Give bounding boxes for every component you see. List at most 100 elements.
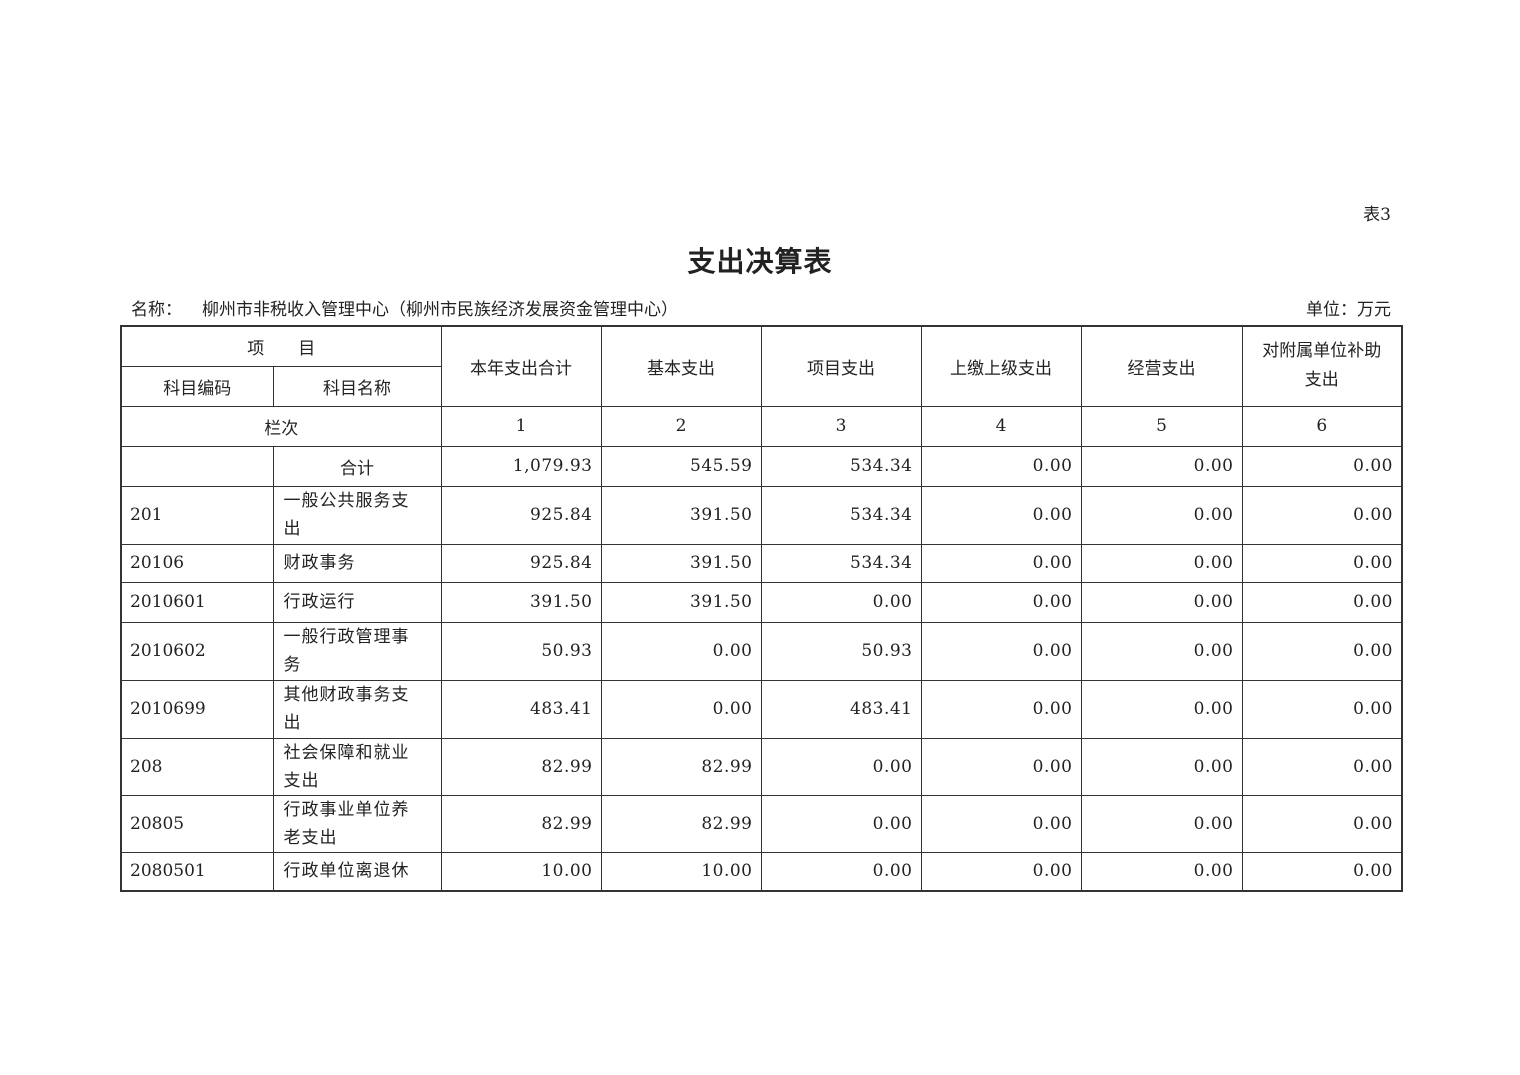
value-col-6: 0.00 (1241, 543, 1403, 583)
value-col-4: 0.00 (920, 737, 1082, 796)
value-col-4: 0.00 (920, 621, 1082, 681)
subject-name: 行政单位离退休 (283, 861, 410, 882)
table-row: 208 社会保障和就业支出 82.99 82.99 0.00 0.00 0.00 0.00 (120, 737, 1403, 796)
value-col-4: 0.00 (920, 851, 1082, 892)
subject-name-cell: 其他财政事务支出 (272, 679, 442, 739)
value-col-2: 545.59 (600, 445, 762, 487)
name-value: 柳州市非税收入管理中心（柳州市民族经济发展资金管理中心） (202, 300, 678, 320)
subject-name-cell: 一般行政管理事务 (272, 621, 442, 681)
header-col-5: 经营支出 (1080, 325, 1243, 407)
subject-name-cell: 行政运行 (272, 581, 442, 623)
value-col-6: 0.00 (1241, 445, 1403, 487)
value-col-4: 0.00 (920, 794, 1082, 853)
value-col-2: 0.00 (600, 679, 762, 739)
value-col-3: 0.00 (760, 851, 922, 892)
value-col-2: 10.00 (600, 851, 762, 892)
subject-code (120, 445, 274, 487)
subject-code: 20805 (120, 794, 274, 853)
value-col-3: 534.34 (760, 445, 922, 487)
value-col-1: 10.00 (440, 851, 602, 892)
header-col-2: 基本支出 (600, 325, 762, 407)
row-index-3: 3 (760, 405, 922, 447)
header-name: 科目名称 (272, 365, 442, 407)
value-col-4: 0.00 (920, 543, 1082, 583)
value-col-4: 0.00 (920, 581, 1082, 623)
value-col-2: 0.00 (600, 621, 762, 681)
expenditure-table: 项 目 本年支出合计 基本支出 项目支出 上缴上级支出 经营支出 对附属单位补助… (120, 325, 1403, 892)
value-col-4: 0.00 (920, 445, 1082, 487)
subject-name: 行政事业单位养老支出 (283, 799, 410, 848)
value-col-2: 82.99 (600, 794, 762, 853)
value-col-5: 0.00 (1080, 679, 1243, 739)
subject-name: 行政运行 (283, 592, 356, 612)
value-col-3: 0.00 (760, 794, 922, 853)
value-col-5: 0.00 (1080, 581, 1243, 623)
value-col-6: 0.00 (1241, 794, 1403, 853)
row-index-1: 1 (440, 405, 602, 447)
subject-name-cell: 社会保障和就业支出 (272, 737, 442, 796)
value-col-5: 0.00 (1080, 543, 1243, 583)
value-col-2: 391.50 (600, 581, 762, 623)
value-col-6: 0.00 (1241, 621, 1403, 681)
header-col-6: 对附属单位补助支出 (1241, 325, 1403, 407)
value-col-1: 1,079.93 (440, 445, 602, 487)
table-row: 2010602 一般行政管理事务 50.93 0.00 50.93 0.00 0.00 0.0… (120, 621, 1403, 681)
value-col-3: 0.00 (760, 737, 922, 796)
value-col-3: 534.34 (760, 543, 922, 583)
value-col-5: 0.00 (1080, 445, 1243, 487)
table-row: 2010601 行政运行 391.50 391.50 0.00 0.00 0.00 0.00 (120, 581, 1403, 623)
value-col-3: 534.34 (760, 485, 922, 545)
value-col-6: 0.00 (1241, 679, 1403, 739)
subject-code: 2080501 (120, 851, 274, 892)
subject-name-cell: 财政事务 (272, 543, 442, 583)
value-col-1: 82.99 (440, 737, 602, 796)
value-col-1: 483.41 (440, 679, 602, 739)
header-col-3: 项目支出 (760, 325, 922, 407)
table-row: 2010699 其他财政事务支出 483.41 0.00 483.41 0.00 0.00 0… (120, 679, 1403, 739)
subject-name-cell: 一般公共服务支出 (272, 485, 442, 545)
name-label: 名称： (131, 300, 182, 320)
value-col-6: 0.00 (1241, 581, 1403, 623)
value-col-1: 925.84 (440, 543, 602, 583)
subject-code: 20106 (120, 543, 274, 583)
value-col-2: 391.50 (600, 485, 762, 545)
row-index-5: 5 (1080, 405, 1243, 447)
value-col-1: 925.84 (440, 485, 602, 545)
value-col-5: 0.00 (1080, 737, 1243, 796)
subject-code: 2010699 (120, 679, 274, 739)
value-col-5: 0.00 (1080, 851, 1243, 892)
value-col-4: 0.00 (920, 679, 1082, 739)
value-col-5: 0.00 (1080, 794, 1243, 853)
subject-code: 208 (120, 737, 274, 796)
value-col-6: 0.00 (1241, 737, 1403, 796)
row-index-label: 栏次 (120, 405, 442, 447)
table-row: 20805 行政事业单位养老支出 82.99 82.99 0.00 0.00 0.00 0.0… (120, 794, 1403, 853)
subject-name: 合计 (340, 458, 374, 479)
header-code: 科目编码 (120, 365, 274, 407)
table-row: 201 一般公共服务支出 925.84 391.50 534.34 0.00 0.00 0.0… (120, 485, 1403, 545)
subject-name-cell: 行政单位离退休 (272, 851, 442, 892)
header-col-1: 本年支出合计 (440, 325, 602, 407)
page-title: 支出决算表 (687, 245, 833, 278)
value-col-2: 391.50 (600, 543, 762, 583)
org-name: 名称： 柳州市非税收入管理中心（柳州市民族经济发展资金管理中心） (131, 295, 678, 320)
subject-code: 201 (120, 485, 274, 545)
header-col-4: 上缴上级支出 (920, 325, 1082, 407)
row-index-2: 2 (600, 405, 762, 447)
subject-name-cell: 合计 (272, 445, 442, 487)
subject-name: 社会保障和就业支出 (283, 742, 410, 791)
value-col-6: 0.00 (1241, 485, 1403, 545)
value-col-5: 0.00 (1080, 621, 1243, 681)
unit-label: 单位：万元 (1306, 300, 1391, 320)
value-col-2: 82.99 (600, 737, 762, 796)
row-index-6: 6 (1241, 405, 1403, 447)
value-col-3: 0.00 (760, 581, 922, 623)
table-row: 合计 1,079.93 545.59 534.34 0.00 0.00 0.00 (120, 445, 1403, 487)
value-col-1: 82.99 (440, 794, 602, 853)
subject-name: 一般公共服务支出 (283, 491, 410, 539)
table-row: 2080501 行政单位离退休 10.00 10.00 0.00 0.00 0.00 0.00 (120, 851, 1403, 892)
value-col-1: 50.93 (440, 621, 602, 681)
subject-code: 2010601 (120, 581, 274, 623)
value-col-3: 483.41 (760, 679, 922, 739)
subject-name: 其他财政事务支出 (283, 685, 410, 733)
